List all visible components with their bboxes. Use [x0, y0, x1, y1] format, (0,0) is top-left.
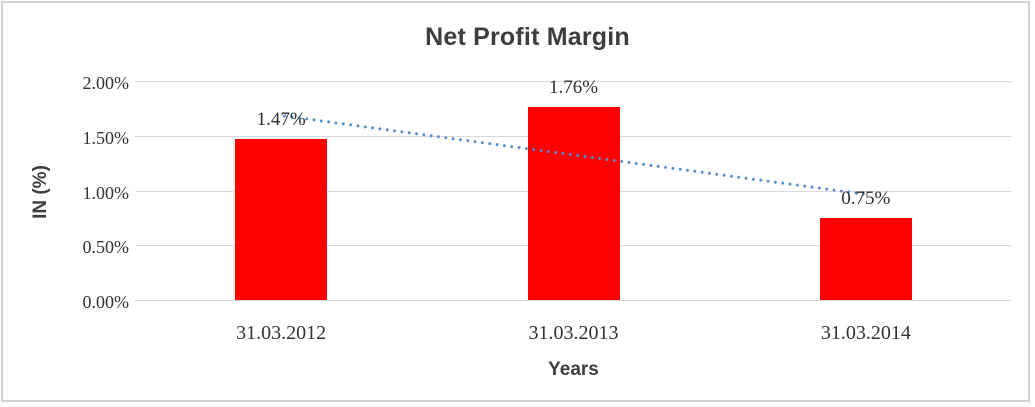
y-tick-label: 1.50%: [82, 127, 130, 148]
y-tick-label: 2.00%: [82, 73, 130, 93]
gridline: [135, 81, 1012, 82]
bar: [527, 107, 620, 300]
x-category-label: 31.03.2013: [528, 322, 619, 344]
x-category-label: 31.03.2012: [236, 322, 327, 344]
bar: [819, 217, 912, 300]
chart-title: Net Profit Margin: [425, 23, 630, 51]
bar: [235, 139, 328, 300]
plot-area: 0.00% 0.50% 1.00% 1.50% 2.00% 1.47% 1.76% 0.75%…: [3, 3, 1028, 400]
data-label: 1.76%: [548, 77, 599, 99]
x-axis-title: Years: [548, 359, 599, 380]
x-category-label: 31.03.2014: [820, 322, 911, 344]
data-label: 1.47%: [256, 109, 306, 131]
gridline: [135, 300, 1012, 301]
data-label: 0.75%: [841, 187, 891, 209]
chart-canvas: Net Profit Margin IN (%) 0.00% 0.50% 1.00%…: [1, 1, 1030, 402]
y-tick-label: 1.00%: [82, 182, 130, 203]
y-tick-label: 0.50%: [82, 237, 130, 258]
y-tick-label: 0.00%: [82, 292, 130, 312]
